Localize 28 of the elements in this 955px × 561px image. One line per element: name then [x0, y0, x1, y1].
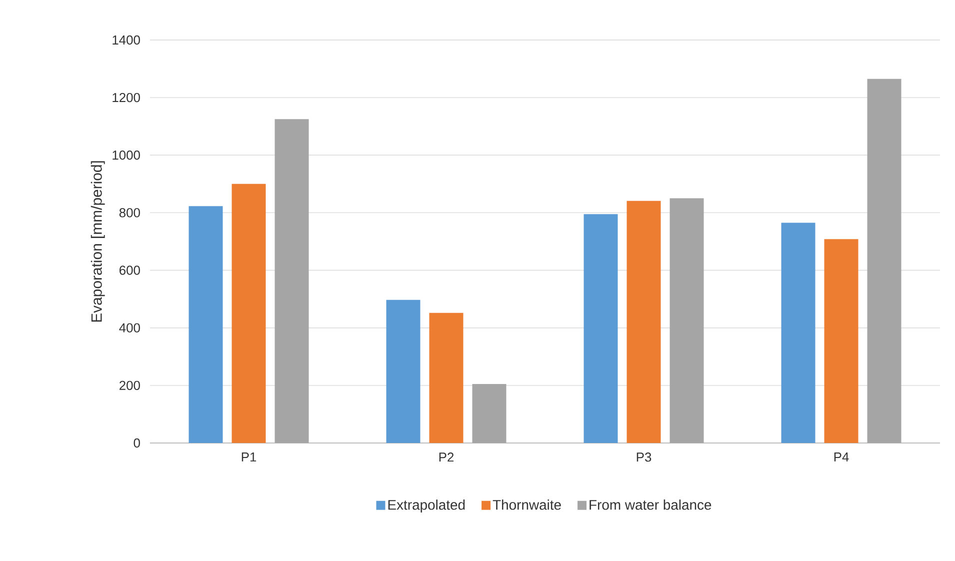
bar: [867, 78, 902, 443]
y-tick-label: 1200: [112, 92, 140, 102]
bar: [584, 214, 618, 443]
bar: [386, 300, 420, 443]
x-tick-label: P4: [834, 452, 849, 462]
y-axis-title: Evaporation [mm/period]: [90, 161, 105, 322]
bar: [670, 198, 704, 443]
y-tick-label: 0: [134, 438, 140, 448]
y-tick-label: 600: [120, 266, 140, 275]
bar: [824, 239, 858, 443]
x-tick-label: P1: [242, 452, 256, 462]
bar: [429, 312, 464, 443]
y-tick-label: 200: [120, 380, 140, 390]
bar: [232, 184, 266, 443]
y-tick-label: 800: [119, 208, 140, 218]
bar: [274, 119, 309, 443]
y-tick-label: 400: [119, 323, 140, 332]
bar: [472, 384, 506, 443]
bar: [188, 206, 223, 443]
x-tick-label: P3: [636, 452, 652, 462]
y-tick-label: 1000: [112, 150, 140, 160]
bar: [781, 222, 816, 443]
bar: [626, 200, 661, 443]
legend-label: Extrapolated: [388, 500, 465, 513]
legend-label: Thornwaite: [492, 500, 561, 510]
x-tick-label: P2: [439, 452, 454, 462]
legend-label: From water balance: [590, 500, 712, 510]
y-tick-label: 1400: [112, 35, 140, 45]
